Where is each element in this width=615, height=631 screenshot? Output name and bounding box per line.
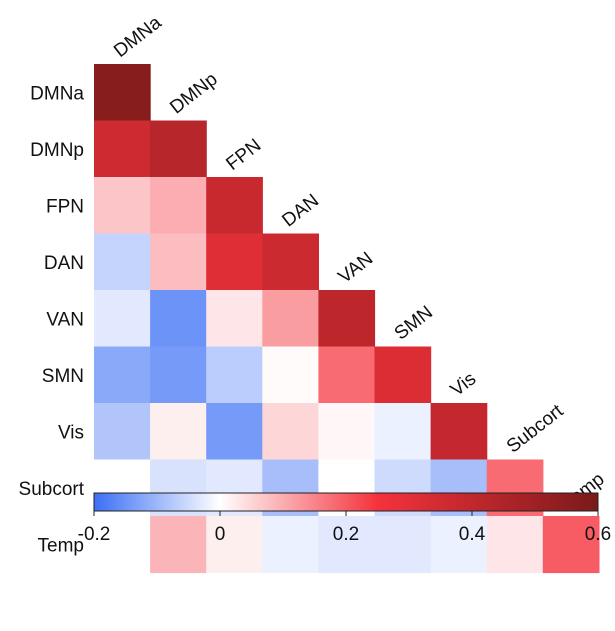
column-label: Vis [447, 368, 480, 401]
row-label: Subcort [19, 479, 85, 500]
column-label: DAN [278, 190, 323, 231]
colorbar-tick-label: 0.2 [333, 524, 359, 545]
heatmap-cells [94, 64, 600, 574]
heatmap-cell [150, 120, 207, 178]
colorbar-ticks: -0.2 0 0.2 0.4 0.6 [78, 511, 611, 545]
colorbar-tick-label: -0.2 [78, 524, 111, 545]
column-label: DMNa [110, 12, 166, 62]
row-labels: DMNa DMNp FPN DAN VAN SMN Vis Subcort Temp [19, 83, 85, 556]
row-label: DAN [44, 253, 84, 274]
heatmap-cell [150, 516, 207, 574]
heatmap-cell [94, 516, 151, 574]
heatmap-cell [94, 403, 151, 461]
heatmap-cell [206, 403, 263, 461]
colorbar-tick-label: 0.4 [459, 524, 486, 545]
heatmap-cell [262, 346, 319, 404]
heatmap-cell [262, 516, 319, 574]
heatmap-cell [94, 64, 151, 122]
heatmap-cell [318, 516, 376, 574]
heatmap-cell [206, 177, 263, 235]
heatmap-cell [206, 290, 263, 348]
heatmap-cell [206, 516, 263, 574]
row-label: DMNa [30, 83, 84, 104]
heatmap-cell [94, 290, 151, 348]
column-label: SMN [391, 302, 437, 345]
colorbar-tick-label: 0 [215, 524, 226, 545]
row-label: Temp [38, 535, 84, 556]
heatmap-cell [206, 346, 263, 404]
heatmap-cell [262, 233, 319, 291]
row-label: FPN [46, 196, 84, 217]
heatmap-cell [206, 233, 263, 291]
heatmap-cell [374, 516, 432, 574]
heatmap-cell [150, 177, 207, 235]
heatmap-cell [430, 403, 488, 461]
colorbar [93, 492, 599, 512]
heatmap-cell [150, 233, 207, 291]
heatmap-cell [150, 290, 207, 348]
colorbar-tick-label: 0.6 [585, 524, 611, 545]
heatmap-cell [486, 516, 544, 574]
heatmap-cell [150, 403, 207, 461]
heatmap-cell [94, 120, 151, 178]
heatmap-cell [318, 290, 376, 348]
heatmap-cell [94, 233, 151, 291]
heatmap-cell [262, 290, 319, 348]
row-label: SMN [42, 366, 84, 387]
heatmap-cell [94, 346, 151, 404]
column-label: VAN [335, 248, 378, 288]
column-label: FPN [222, 135, 265, 175]
heatmap-cell [430, 516, 488, 574]
heatmap-cell [150, 346, 207, 404]
heatmap-cell [374, 346, 432, 404]
heatmap-cell [374, 403, 432, 461]
heatmap-cell [262, 403, 319, 461]
row-label: VAN [46, 309, 84, 330]
heatmap-cell [542, 516, 600, 574]
row-label: Vis [58, 422, 84, 443]
column-label: Subcort [503, 400, 568, 457]
column-label: DMNp [166, 69, 221, 119]
heatmap-cell [318, 403, 376, 461]
row-label: DMNp [30, 140, 84, 161]
heatmap-cell [318, 346, 376, 404]
heatmap-cell [94, 177, 151, 235]
